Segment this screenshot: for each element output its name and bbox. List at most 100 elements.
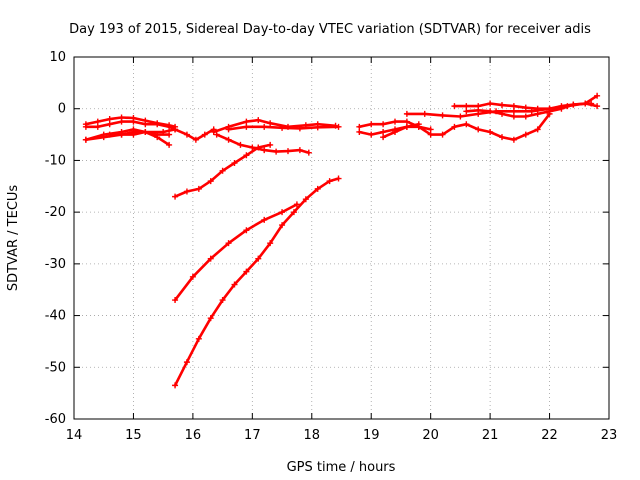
data-point [451,123,458,130]
series-sat-q [463,100,595,120]
data-point [439,112,446,119]
data-point [415,121,422,128]
data-point [487,108,494,115]
data-point [314,124,321,131]
data-point [314,185,321,192]
data-point [243,268,250,275]
data-point [261,147,268,154]
data-point [522,131,529,138]
data-point [195,335,202,342]
data-point [510,108,517,115]
data-point [231,281,238,288]
y-tick-label: -20 [45,205,66,220]
data-point [261,216,268,223]
data-point [356,123,363,130]
y-tick-label: -60 [45,412,66,427]
data-point [499,110,505,117]
data-point [255,117,262,124]
y-tick-label: 0 [58,102,66,117]
series-sat-h [213,131,312,156]
data-point [546,108,553,115]
data-point [231,160,238,167]
data-point [166,141,173,148]
data-point [475,107,482,114]
data-point [118,114,125,121]
data-point [130,128,137,135]
data-point [219,297,226,304]
data-point [510,103,517,110]
data-point [290,209,297,216]
data-point [427,131,434,138]
data-point [293,201,300,208]
data-point [510,113,517,120]
data-point [106,131,113,138]
data-point [183,131,190,138]
series-sat-d [82,126,173,148]
series-sat-e [106,128,173,138]
series-line [173,203,299,302]
data-point [255,144,262,151]
data-point [302,196,309,203]
data-point [403,118,410,125]
y-tick-label: -50 [45,360,66,375]
series-layer [82,92,601,389]
series-sat-k [172,175,342,389]
x-tick-label: 21 [482,428,499,443]
data-point [183,359,190,366]
data-point [106,121,113,128]
y-tick-labels: 10 0 -10 -20 -30 -40 -50 -60 [45,50,66,427]
data-point [487,100,494,107]
y-tick-label: -40 [45,309,66,324]
data-point [368,121,375,128]
data-point [279,222,286,229]
series-sat-n [380,121,422,141]
data-point [94,118,101,125]
data-point [94,123,101,130]
x-tick-label: 15 [125,428,142,443]
data-point [403,123,410,130]
data-point [558,105,565,112]
data-point [261,123,268,130]
data-point [243,118,250,125]
data-point [166,122,173,129]
data-point [267,240,274,247]
data-point [255,255,262,262]
data-point [368,131,375,138]
data-point [392,128,398,135]
data-point [207,315,214,322]
data-point [172,123,179,130]
data-point [213,131,220,138]
data-point [451,103,458,110]
data-point [305,149,312,156]
data-point [106,116,113,123]
data-point [439,131,446,138]
data-point [296,125,303,132]
series-line [381,122,421,139]
data-point [225,240,232,247]
series-sat-c [82,114,179,130]
data-point [195,185,202,192]
data-point [534,105,541,112]
grid [74,57,609,419]
data-point [588,100,595,107]
x-tick-label: 16 [185,428,202,443]
y-tick-label: 10 [49,50,66,65]
data-point [166,131,173,138]
x-axis-label: GPS time / hours [287,460,396,475]
data-point [201,131,208,138]
data-point [534,110,541,117]
data-point [356,128,363,135]
x-tick-label: 18 [304,428,321,443]
data-point [296,147,303,154]
data-point [267,120,274,127]
data-point [207,178,214,185]
data-point [189,273,196,280]
series-sat-g [225,123,342,133]
data-point [403,110,410,117]
data-point [427,126,434,133]
data-point [243,123,250,130]
x-tick-label: 20 [422,428,439,443]
data-point [522,104,529,111]
x-tick-label: 17 [244,428,261,443]
